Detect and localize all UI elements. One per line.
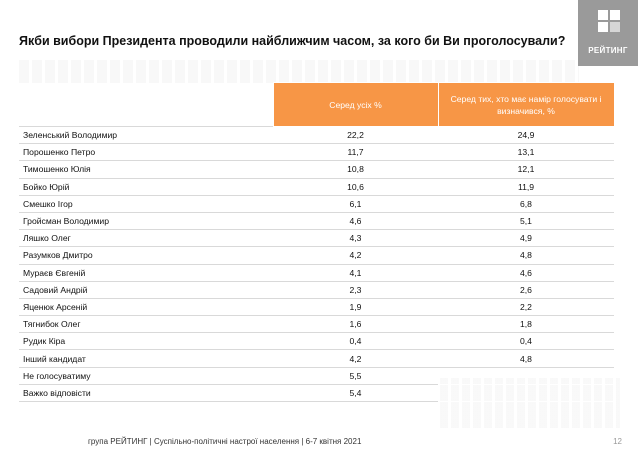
value-all: 10,6	[273, 178, 438, 196]
value-decided: 6,8	[438, 195, 614, 213]
value-decided: 4,8	[438, 246, 614, 265]
table-row: Зеленський Володимир 22,2 24,9	[19, 125, 614, 145]
value-decided: 1,8	[438, 315, 614, 334]
value-all: 10,8	[273, 160, 438, 179]
value-all: 2,3	[273, 281, 438, 299]
value-all: 5,4	[273, 384, 438, 403]
table-header-row: Серед усіх % Серед тих, хто має намір го…	[19, 82, 615, 127]
value-decided: 0,4	[438, 332, 614, 351]
candidate-name: Рудик Кіра	[19, 332, 273, 351]
candidate-name: Мураєв Євгеній	[19, 264, 273, 282]
page-number: 12	[613, 437, 622, 446]
table-row: Разумков Дмитро 4,2 4,8	[19, 246, 614, 265]
value-decided: 12,1	[438, 160, 614, 179]
table-row: Яценюк Арсеній 1,9 2,2	[19, 298, 614, 317]
rating-logo: РЕЙТИНГ	[578, 0, 638, 66]
table-header-all: Серед усіх %	[272, 82, 439, 127]
candidate-name: Не голосуватиму	[19, 367, 273, 385]
value-all: 22,2	[273, 125, 438, 145]
value-decided: 11,9	[438, 178, 614, 196]
value-all: 0,4	[273, 332, 438, 351]
value-all: 4,1	[273, 264, 438, 282]
table-row: Порошенко Петро 11,7 13,1	[19, 143, 614, 162]
value-decided: 13,1	[438, 143, 614, 162]
candidate-name: Інший кандидат	[19, 349, 273, 368]
candidate-name: Ляшко Олег	[19, 229, 273, 248]
candidate-name: Разумков Дмитро	[19, 246, 273, 265]
value-decided: 4,8	[438, 349, 614, 368]
candidate-name: Важко відповісти	[19, 384, 273, 403]
value-all: 4,6	[273, 212, 438, 231]
table-row: Не голосуватиму 5,5	[19, 367, 614, 385]
value-decided: 4,6	[438, 264, 614, 282]
candidate-name: Порошенко Петро	[19, 143, 273, 162]
candidate-name: Гройсман Володимир	[19, 212, 273, 231]
candidate-name: Садовий Андрій	[19, 281, 273, 299]
table-row: Інший кандидат 4,2 4,8	[19, 349, 614, 368]
value-all: 1,6	[273, 315, 438, 334]
table-header-decided: Серед тих, хто має намір голосувати і ви…	[437, 82, 615, 127]
candidate-name: Смешко Ігор	[19, 195, 273, 213]
value-decided	[438, 367, 614, 385]
results-table: Серед усіх % Серед тих, хто має намір го…	[19, 82, 615, 403]
logo-text: РЕЙТИНГ	[588, 46, 628, 55]
rating-logo-icon	[598, 10, 620, 32]
value-all: 4,2	[273, 246, 438, 265]
table-row: Рудик Кіра 0,4 0,4	[19, 332, 614, 351]
table-row: Тягнибок Олег 1,6 1,8	[19, 315, 614, 334]
table-row: Ляшко Олег 4,3 4,9	[19, 229, 614, 248]
candidate-name: Тимошенко Юлія	[19, 160, 273, 179]
value-decided: 4,9	[438, 229, 614, 248]
table-row: Смешко Ігор 6,1 6,8	[19, 195, 614, 213]
value-all: 6,1	[273, 195, 438, 213]
value-decided: 2,2	[438, 298, 614, 317]
value-all: 11,7	[273, 143, 438, 162]
table-row: Тимошенко Юлія 10,8 12,1	[19, 160, 614, 179]
candidate-name: Тягнибок Олег	[19, 315, 273, 334]
table-row: Важко відповісти 5,4	[19, 384, 614, 403]
table-header-blank	[19, 82, 273, 127]
table-row: Бойко Юрій 10,6 11,9	[19, 178, 614, 196]
value-all: 4,2	[273, 349, 438, 368]
table-row: Мураєв Євгеній 4,1 4,6	[19, 264, 614, 282]
value-all: 5,5	[273, 367, 438, 385]
value-all: 1,9	[273, 298, 438, 317]
value-decided: 5,1	[438, 212, 614, 231]
page-title: Якби вибори Президента проводили найближ…	[19, 34, 566, 48]
table-row: Гройсман Володимир 4,6 5,1	[19, 212, 614, 231]
candidate-name: Зеленський Володимир	[19, 125, 273, 145]
candidate-name: Бойко Юрій	[19, 178, 273, 196]
value-decided	[438, 384, 614, 403]
footer-source: група РЕЙТИНГ | Суспільно-політичні наст…	[88, 437, 362, 446]
value-all: 4,3	[273, 229, 438, 248]
candidate-name: Яценюк Арсеній	[19, 298, 273, 317]
value-decided: 24,9	[438, 125, 614, 145]
table-row: Садовий Андрій 2,3 2,6	[19, 281, 614, 299]
value-decided: 2,6	[438, 281, 614, 299]
